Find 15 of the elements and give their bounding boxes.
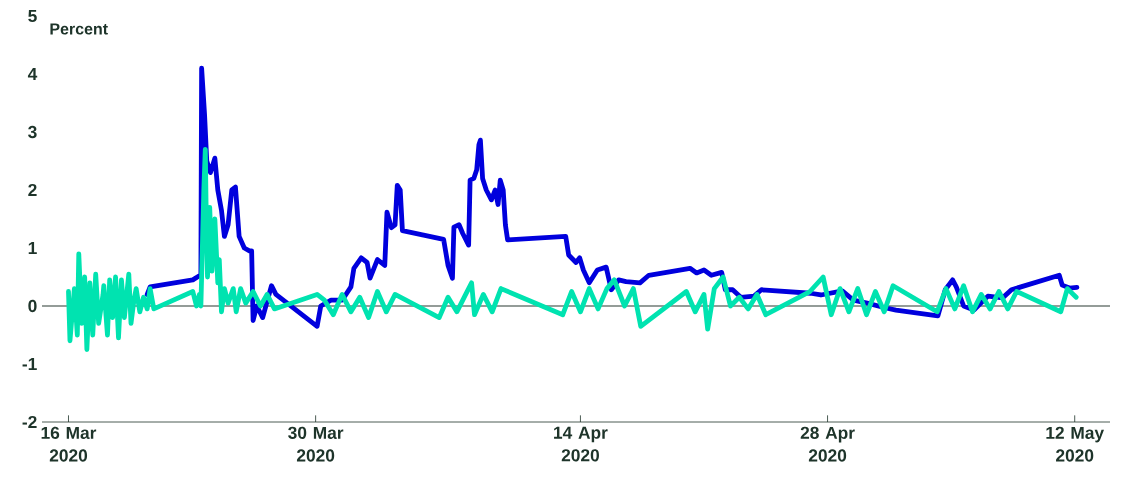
y-tick-label: -2 xyxy=(22,415,37,429)
y-tick-label: 5 xyxy=(28,9,37,23)
x-tick-label: 28 Apr 2020 xyxy=(800,426,855,462)
y-axis-title: Percent xyxy=(50,23,108,35)
x-tick-label: 16 Mar 2020 xyxy=(41,426,97,462)
y-tick-label: -1 xyxy=(22,358,37,370)
y-tick-label: 0 xyxy=(28,299,37,313)
line-series xyxy=(66,147,1079,352)
y-tick-label: 2 xyxy=(28,183,37,197)
x-tick-label: 14 Apr 2020 xyxy=(554,426,608,462)
y-tick-label: 4 xyxy=(27,68,38,80)
y-tick-label: 3 xyxy=(28,125,37,139)
x-tick-label: 30 Mar 2020 xyxy=(288,426,344,462)
x-tick-label: 12 May 2020 xyxy=(1046,426,1104,462)
y-tick-label: 1 xyxy=(28,242,37,254)
